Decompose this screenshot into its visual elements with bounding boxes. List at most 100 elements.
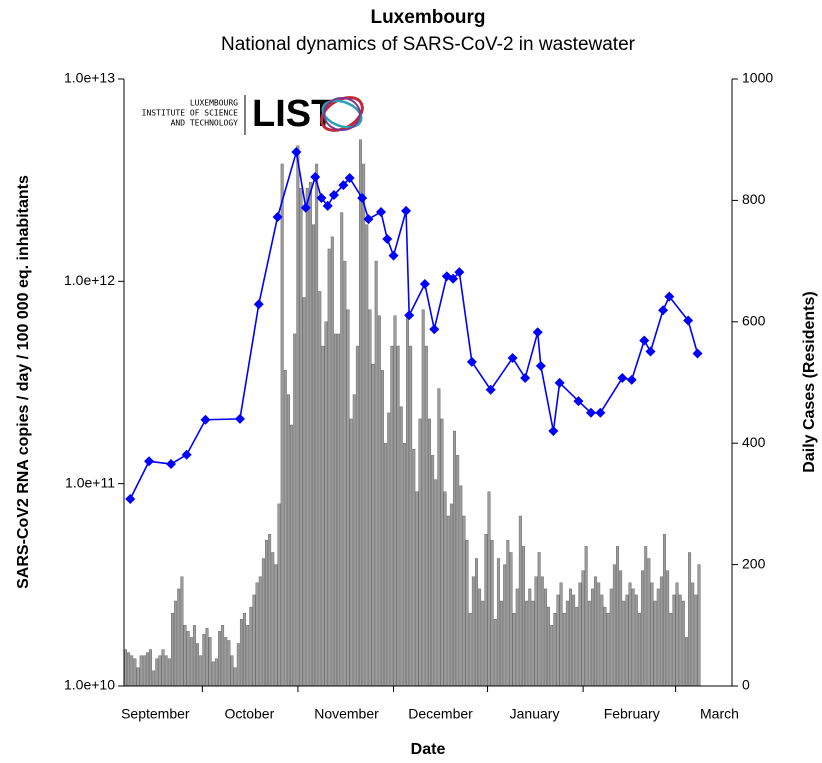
bar: [675, 582, 679, 687]
line-marker: [532, 327, 543, 338]
line-marker: [234, 413, 245, 424]
bar: [437, 388, 441, 687]
chart-subtitle: National dynamics of SARS-CoV-2 in waste…: [221, 34, 636, 55]
bar: [189, 637, 193, 687]
x-tick-label: October: [224, 706, 274, 722]
bar: [271, 552, 275, 687]
bar: [481, 600, 485, 687]
bar: [647, 558, 651, 687]
bar: [127, 652, 131, 687]
bar: [327, 248, 331, 687]
line-marker: [548, 426, 559, 437]
bar: [637, 612, 641, 687]
bar: [180, 576, 184, 687]
line-marker: [388, 250, 399, 261]
bar: [656, 588, 660, 687]
bar: [171, 612, 174, 687]
bar: [622, 600, 626, 687]
bar: [540, 576, 544, 687]
bar: [205, 628, 209, 687]
y2-tick-label: 600: [742, 313, 766, 329]
bar: [261, 558, 265, 687]
x-tick-label: December: [408, 706, 473, 722]
bar: [443, 491, 447, 687]
line-marker: [485, 384, 496, 395]
bar: [478, 588, 482, 687]
bar: [424, 345, 428, 687]
bar: [337, 333, 341, 687]
line-marker: [322, 200, 333, 211]
bar: [625, 594, 629, 687]
bar: [365, 224, 369, 687]
bar: [490, 540, 494, 687]
line-marker: [272, 211, 283, 222]
logo-name: LIST: [252, 93, 334, 135]
bar: [174, 600, 178, 687]
line-marker: [344, 173, 355, 184]
logo: LUXEMBOURG INSTITUTE OF SCIENCE AND TECH…: [142, 93, 364, 135]
bar: [459, 485, 463, 687]
bar: [355, 345, 359, 687]
bar: [133, 658, 137, 687]
bar: [440, 418, 444, 687]
bar: [462, 515, 466, 687]
bar: [258, 576, 262, 687]
line-marker: [573, 396, 584, 407]
bar: [346, 309, 350, 687]
bar: [384, 443, 388, 687]
bar: [446, 515, 450, 687]
bar: [224, 637, 228, 687]
bar: [380, 370, 384, 687]
line-marker: [507, 352, 518, 363]
line-marker: [300, 202, 311, 213]
line-marker: [585, 407, 596, 418]
bar: [246, 625, 250, 687]
bar: [475, 558, 478, 687]
bar: [597, 582, 601, 687]
y-tick-label: 1.0e+11: [65, 474, 115, 490]
bar: [421, 309, 425, 687]
line-marker: [683, 315, 694, 326]
bar: [302, 297, 306, 687]
bar: [543, 588, 547, 687]
bar: [233, 667, 237, 687]
bar: [399, 406, 403, 687]
bar: [484, 534, 488, 687]
bar: [503, 564, 507, 687]
bar: [183, 625, 187, 687]
bar: [305, 188, 309, 687]
bar: [569, 588, 572, 687]
bar: [177, 588, 181, 687]
bar: [418, 418, 422, 687]
bar: [221, 625, 225, 687]
bar: [186, 631, 190, 687]
bar: [199, 655, 203, 687]
bar: [136, 667, 140, 687]
line-marker: [310, 171, 321, 182]
line-marker: [357, 193, 368, 204]
bar: [149, 649, 153, 687]
line: [129, 151, 699, 500]
bar: [161, 649, 165, 687]
line-marker: [316, 193, 327, 204]
bar: [371, 364, 375, 687]
bar: [496, 558, 500, 687]
y2-tick-label: 0: [742, 677, 750, 693]
line-marker: [181, 449, 192, 460]
bar: [315, 163, 319, 687]
bar: [575, 606, 579, 687]
bar: [559, 582, 563, 687]
y-tick-label: 1.0e+13: [64, 70, 115, 86]
y2-tick-label: 400: [742, 434, 766, 450]
logo-ring: [321, 99, 363, 129]
y-axis-label: SARS-CoV2 RNA copies / day / 100 000 eq.…: [15, 175, 32, 589]
bar: [697, 564, 701, 687]
bar: [594, 576, 598, 687]
bar: [434, 479, 438, 687]
bar: [196, 643, 200, 687]
line-marker: [617, 372, 628, 383]
bar: [600, 594, 604, 687]
bar: [333, 333, 337, 687]
bar: [202, 634, 206, 687]
